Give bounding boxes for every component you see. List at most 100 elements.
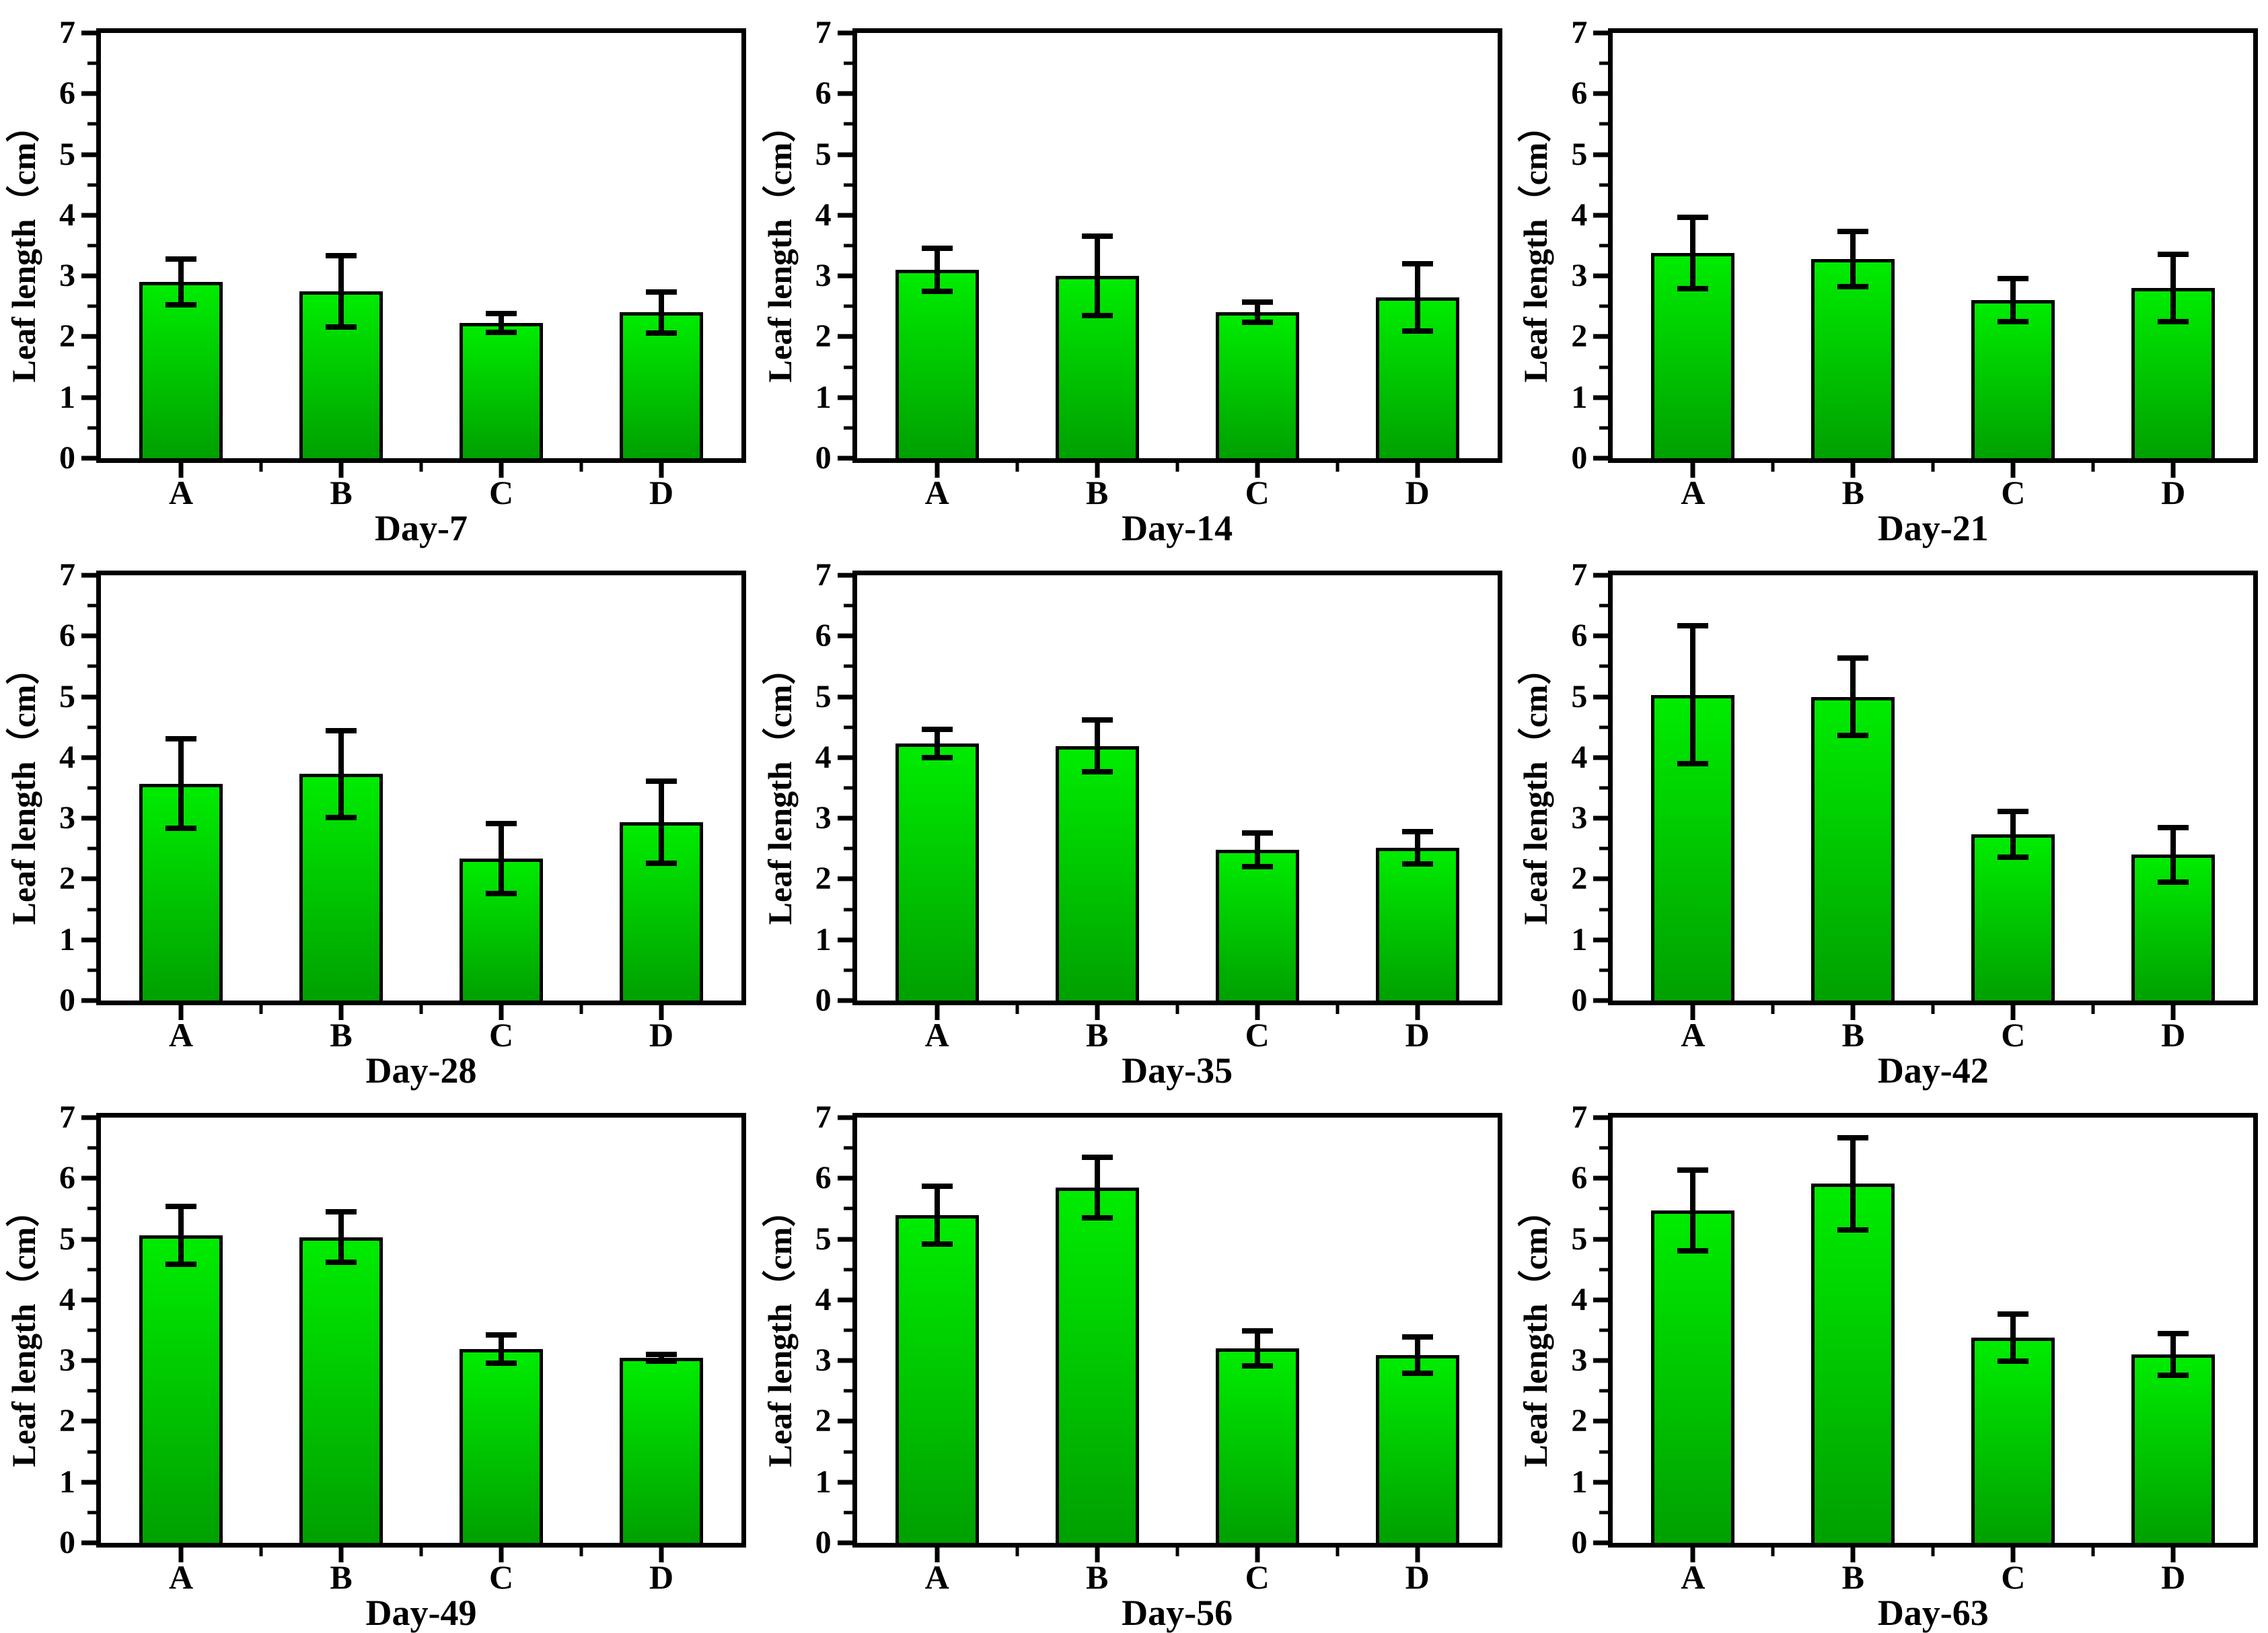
- y-axis-tick-label: 3: [1571, 1342, 1588, 1379]
- y-axis-tick-label: 2: [1571, 318, 1588, 355]
- error-bar-C: [486, 310, 517, 335]
- y-axis-tick-label: 4: [1571, 739, 1588, 775]
- x-axis-minor-tick: [2091, 1005, 2095, 1014]
- error-bar-cap-bottom: [326, 1260, 357, 1266]
- y-axis-major-tick: [81, 815, 96, 821]
- y-axis-title: Leaf length（cm）: [1516, 108, 1555, 383]
- y-axis-minor-tick: [1599, 1268, 1609, 1272]
- y-axis-minor-tick: [843, 122, 852, 126]
- error-bar-cap-top: [2158, 1330, 2189, 1336]
- y-axis-minor-tick: [1599, 1389, 1609, 1393]
- y-axis-major-tick: [81, 1358, 96, 1363]
- error-bar-stem: [2170, 1330, 2176, 1379]
- y-axis-tick-label: 1: [59, 921, 75, 957]
- x-axis-tick-label-A: A: [168, 1016, 194, 1054]
- y-axis-minor-tick: [1599, 846, 1609, 850]
- y-axis-minor-tick: [87, 664, 96, 668]
- y-axis-major-tick: [1593, 152, 1609, 157]
- error-bar-C: [486, 820, 517, 896]
- x-axis-major-tick: [935, 1005, 940, 1020]
- x-axis-tick-label-A: A: [1681, 474, 1706, 511]
- error-bar-A: [1677, 214, 1709, 291]
- x-axis-title: Day-49: [365, 1593, 477, 1633]
- x-axis-title: Day-28: [365, 1050, 477, 1091]
- y-axis-major-tick: [81, 1480, 96, 1485]
- x-axis-major-tick: [499, 1548, 504, 1562]
- x-axis-tick-label-C: C: [2001, 474, 2026, 511]
- error-bar-cap-top: [1241, 830, 1273, 836]
- x-axis-minor-tick: [419, 1548, 423, 1556]
- chart-panel-day-21: Leaf length（cm） 0 1 2 3 4 5 6 7 A B C D Day-21: [1512, 0, 2268, 546]
- error-bar-cap-bottom: [2158, 319, 2189, 325]
- y-axis-tick-label: 4: [815, 196, 832, 233]
- error-bar-cap-bottom: [486, 1360, 517, 1367]
- x-axis-major-tick: [935, 1548, 940, 1562]
- error-bar-A: [921, 1184, 953, 1247]
- x-axis-major-tick: [2170, 1005, 2176, 1020]
- y-axis-tick-label: 5: [59, 136, 75, 172]
- x-axis-minor-tick: [579, 1005, 583, 1014]
- x-axis-tick-label-A: A: [924, 474, 949, 511]
- y-axis-major-tick: [1593, 30, 1609, 36]
- y-axis-tick-label: 0: [1571, 440, 1588, 476]
- x-axis-minor-tick: [1015, 463, 1019, 472]
- y-axis-major-tick: [1593, 1175, 1609, 1181]
- error-bar-A: [1677, 623, 1709, 767]
- error-bar-cap-bottom: [326, 814, 357, 820]
- error-bar-cap-top: [1837, 1135, 1869, 1141]
- error-bar-B: [326, 252, 357, 330]
- x-axis-tick-label-A: A: [168, 1558, 194, 1596]
- y-axis-major-tick: [1593, 694, 1609, 700]
- x-axis-title: Day-21: [1877, 508, 1989, 548]
- error-bar-stem: [659, 778, 664, 866]
- plot-area: 0 1 2 3 4 5 6 7 A B C D: [815, 1101, 1502, 1594]
- x-axis-tick-label-D: D: [2161, 1558, 2186, 1596]
- plot-area: 0 1 2 3 4 5 6 7 A B C D: [59, 559, 746, 1052]
- error-bar-stem: [934, 726, 940, 761]
- error-bar-cap-top: [2158, 252, 2189, 258]
- x-axis-minor-tick: [1175, 463, 1179, 472]
- y-axis-major-tick: [837, 30, 852, 36]
- error-bar-cap-top: [1401, 1334, 1433, 1340]
- x-axis-major-tick: [1850, 1548, 1856, 1562]
- error-bar-B: [1837, 1135, 1869, 1233]
- y-axis-title: Leaf length（cm）: [5, 651, 42, 925]
- bar-C: [1971, 1337, 2055, 1543]
- error-bar-stem: [1414, 260, 1420, 334]
- y-axis-tick-label: 7: [815, 15, 832, 50]
- error-bar-stem: [178, 736, 184, 832]
- y-axis-major-tick: [81, 30, 96, 36]
- y-axis-minor-tick: [843, 846, 852, 850]
- y-axis-tick-label: 3: [815, 258, 832, 294]
- y-axis-tick-label: 2: [59, 318, 75, 355]
- x-axis-tick-label-C: C: [1245, 1558, 1270, 1596]
- error-bar-cap-bottom: [1241, 320, 1273, 326]
- y-axis-minor-tick: [87, 244, 96, 248]
- y-axis-minor-tick: [1599, 725, 1609, 729]
- error-bar-stem: [499, 820, 504, 896]
- y-axis-major-tick: [81, 1297, 96, 1303]
- error-bar-B: [1837, 228, 1869, 290]
- x-axis-major-tick: [1415, 1548, 1420, 1562]
- bar-C: [460, 1349, 543, 1543]
- y-axis-tick-label: 3: [1571, 800, 1588, 836]
- x-axis-minor-tick: [1771, 1548, 1775, 1556]
- x-axis-tick-label-A: A: [168, 474, 194, 511]
- y-axis-tick-label: 7: [1571, 15, 1588, 50]
- y-axis-tick-label: 5: [815, 1221, 832, 1257]
- y-axis-major-tick: [81, 395, 96, 400]
- x-axis-minor-tick: [579, 463, 583, 472]
- y-axis-tick-label: 3: [59, 258, 75, 294]
- error-bar-cap-top: [921, 726, 953, 732]
- error-bar-D: [646, 778, 677, 866]
- y-axis-minor-tick: [1599, 426, 1609, 430]
- error-bar-A: [921, 726, 953, 761]
- error-bar-cap-top: [326, 1209, 357, 1215]
- y-axis-tick-label: 1: [815, 921, 832, 957]
- x-axis-title: Day-7: [375, 508, 468, 548]
- x-axis-major-tick: [1255, 1548, 1260, 1562]
- error-bar-cap-top: [326, 252, 357, 258]
- y-axis-title: Leaf length（cm）: [5, 108, 42, 383]
- error-bar-cap-top: [1677, 1167, 1709, 1173]
